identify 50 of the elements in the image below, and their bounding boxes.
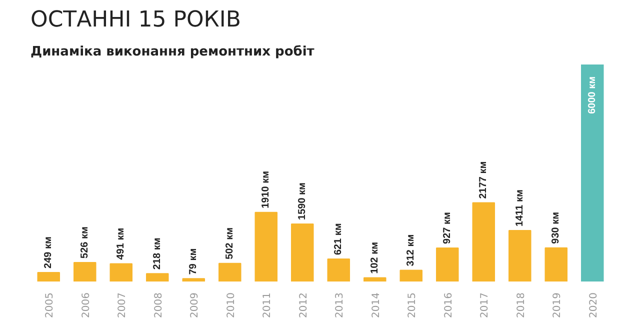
x-tick-label: 2009 — [190, 292, 201, 318]
x-tick-label: 2011 — [262, 292, 274, 318]
data-label: 1590 км — [296, 182, 308, 220]
x-tick-label: 2019 — [552, 292, 564, 318]
data-label: 930 км — [550, 212, 562, 244]
data-label: 491 км — [116, 228, 127, 260]
bar — [436, 247, 459, 282]
bar — [110, 263, 132, 282]
bar — [254, 212, 278, 282]
data-label: 79 км — [188, 248, 200, 275]
bar — [581, 64, 604, 282]
x-tick-label: 2014 — [370, 292, 382, 318]
x-tick-label: 2017 — [480, 292, 491, 318]
chart-title: ОСТАННІ 15 РОКІВ — [30, 8, 242, 32]
x-tick-label: 2012 — [298, 292, 310, 318]
chart-subtitle: Динаміка виконання ремонтних робіт — [30, 44, 315, 60]
bar — [37, 272, 60, 282]
data-label: 312 км — [406, 234, 417, 266]
bar — [291, 223, 314, 282]
data-label: 621 км — [333, 223, 344, 256]
data-label: 6000 км — [586, 76, 598, 114]
data-label: 526 км — [79, 226, 90, 258]
bar — [400, 270, 422, 282]
bar — [472, 202, 495, 282]
x-tick-label: 2005 — [44, 292, 56, 318]
bar — [74, 262, 96, 282]
data-label: 2177 км — [478, 161, 490, 199]
bar — [146, 273, 169, 282]
x-tick-label: 2008 — [153, 292, 164, 318]
x-tick-label: 2018 — [516, 292, 527, 318]
x-tick-label: 2020 — [588, 292, 600, 318]
bar — [327, 258, 350, 282]
data-label: 502 км — [224, 227, 236, 260]
bar — [218, 262, 242, 282]
x-tick-label: 2013 — [334, 292, 346, 318]
x-tick-label: 2010 — [226, 292, 237, 318]
data-label: 218 км — [152, 238, 163, 270]
x-tick-label: 2006 — [80, 292, 92, 318]
bar — [182, 278, 205, 282]
data-label: 249 км — [43, 236, 54, 268]
x-tick-label: 2007 — [117, 292, 128, 318]
data-label: 102 км — [369, 242, 380, 274]
x-tick-label: 2015 — [407, 292, 418, 318]
data-label: 1910 км — [260, 170, 272, 208]
bar — [544, 247, 568, 282]
bar — [508, 230, 532, 282]
bar — [364, 277, 386, 282]
data-label: 927 км — [442, 212, 453, 244]
data-label: 1411 км — [514, 190, 526, 226]
x-tick-label: 2016 — [443, 292, 454, 318]
